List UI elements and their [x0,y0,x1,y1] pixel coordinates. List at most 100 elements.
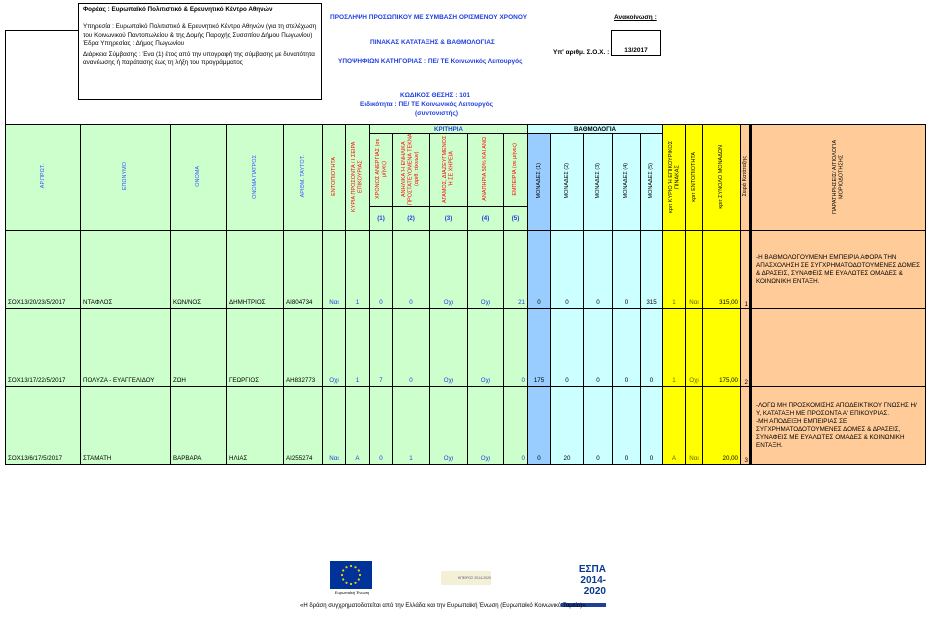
cell-ar: ΣΟΧ13/20/23/5/2017 [5,230,81,309]
cell-m2: 20 [550,386,584,465]
ypiresia: Υπηρεσία : Ευρωπαϊκό Πολιτιστικό & Ερευν… [83,23,317,39]
table-row: ΣΟΧ13/6/17/5/2017 ΣΤΑΜΑΤΗ ΒΑΡΒΑΡΑ ΗΛΙΑΣ ΑΙ25… [5,386,926,465]
cell-m5: 0 [640,386,663,465]
eu-star [354,581,357,584]
cell-k3: Οχι [429,308,468,387]
header-k5: ΕΜΠΕΙΡΙΑ (σε μήνες) [503,132,528,208]
header-m1: ΜΟΝΑΔΕΣ (1) [527,133,551,231]
cell-m5: 0 [640,308,663,387]
header-k4: ΑΝΑΠΗΡΙΑ 50% ΚΑΙ ΑΝΩ [467,132,504,208]
sox-number: 13/2017 [611,30,661,56]
header-seira: Σειρά Κατάταξης [740,124,751,231]
title-main: ΠΡΟΣΛΗΨΗ ΠΡΟΣΩΠΙΚΟΥ ΜΕ ΣΥΜΒΑΣΗ ΟΡΙΣΜΕΝΟΥ… [330,14,528,21]
title-table: ΠΙΝΑΚΑΣ ΚΑΤΑΤΑΞΗΣ & ΒΑΘΜΟΛΟΓΙΑΣ [370,39,495,46]
cell-onoma: ΖΩΗ [170,308,227,387]
cell-m2: 0 [550,308,584,387]
header-onoma: ΟΝΟΜΑ [170,124,227,231]
header-kyria: ΚΥΡΙΑ ΠΡΟΣΟΝΤΑ / Ι ΣΕΙΡΑ ΕΠΙΚΟΥΡΙΑΣ [345,124,370,231]
cell-m3: 0 [583,230,613,309]
header-row: ΑΡ.ΠΡΩΤ. ΕΠΩΝΥΜΟ ΟΝΟΜΑ ΟΝΟΜΑ ΠΑΤΡΟΣ ΑΡΙΘ… [5,124,926,231]
eu-star [342,569,345,572]
position-code: ΚΩΔΙΚΟΣ ΘΕΣΗΣ : 101 [400,92,471,99]
cell-seira: 2 [740,308,751,387]
header-krit-entop: κριτ ΕΝΤΟΠΙΟΤΗΤΑ [685,124,703,231]
espa-logo-text: ΕΣΠΑ 2014-2020 [578,564,606,597]
header-k2: ΑΝΗΛΙΚΑ Ή ΕΝΗΛΙΚΑ ΠΡΟΣΤΑΤΕΥΟΜΕΝΑ ΤΕΚΝΑ (… [392,132,430,208]
cell-k1: 7 [369,308,393,387]
cell-syn: 20,00 [702,386,741,465]
cell-ar: ΣΟΧ13/6/17/5/2017 [5,386,81,465]
header-taytotita: ΑΡΙΘΜ. ΤΑΥΤΟΤ. [283,124,323,231]
header-k3: ΑΓΑΜΟΣ, ΔΙΑΖΕΥΓΜΕΝΟΣ Ή ΣΕ ΧΗΡΕΙΑ [429,132,468,208]
header-row-3: (1) (2) (3) (4) (5) [6,206,926,231]
header-k1: ΧΡΟΝΟΣ ΑΝΕΡΓΙΑΣ (σε μήνες) [369,132,393,208]
funding-note: «Η δράση συγχρηματοδοτείται από την Ελλά… [300,603,588,609]
cell-m1: 0 [527,386,551,465]
header-entopiotita: ΕΝΤΟΠΙΟΤΗΤΑ [322,124,346,231]
cell-remarks [749,308,926,387]
cell-syn: 315,00 [702,230,741,309]
cell-seira: 1 [740,230,751,309]
header-n2: (2) [392,206,430,231]
cell-m5: 315 [640,230,663,309]
cell-pin: 1 [662,230,686,309]
header-m2: ΜΟΝΑΔΕΣ (2) [550,133,584,231]
header-m4: ΜΟΝΑΔΕΣ (4) [612,133,641,231]
foreas: Φορέας : Ευρωπαϊκό Πολιτιστικό & Ερευνητ… [83,6,273,13]
cell-k3: Οχι [429,230,468,309]
specialty: Ειδικότητα : ΠΕ/ ΤΕ Κοινωνικός Λειτουργό… [360,101,494,108]
ranking-table: ΑΡ.ΠΡΩΤ. ΕΠΩΝΥΜΟ ΟΝΟΜΑ ΟΝΟΜΑ ΠΑΤΡΟΣ ΑΡΙΘ… [5,124,926,465]
cell-taut: ΑΗ832773 [283,308,323,387]
cell-k3: Οχι [429,386,468,465]
header-kritiria: ΚΡΙΤΗΡΙΑ [369,124,528,134]
cell-onoma: ΒΑΡΒΑΡΑ [170,386,227,465]
table-row: ΣΟΧ13/20/23/5/2017 ΝΤΑΦΛΟΣ ΚΩΝ/ΝΟΣ ΔΗΜΗΤΡΙΟ… [5,230,926,309]
cell-k2: 0 [392,308,430,387]
cell-patros: ΔΗΜΗΤΡΙΟΣ [226,230,284,309]
cell-m1: 175 [527,308,551,387]
cell-k4: Οχι [467,308,504,387]
header-paratiriseis: ΠΑΡΑΤΗΡΗΣΕΙΣ/ ΑΙΤΙΟΛΟΓΙΑ ΜΟΡΙΟΔΟΤΗΣΗΣ [749,124,926,231]
espa-logo: ΕΣΠΑ 2014-2020 [561,564,606,607]
cell-entop: Οχι [322,308,346,387]
cell-kent: Ναι [685,230,703,309]
header-n5: (5) [503,206,528,231]
cell-kyria: 1 [345,230,370,309]
cell-m3: 0 [583,308,613,387]
cell-k5: 21 [503,230,528,309]
header-n3: (3) [429,206,468,231]
cell-kent: Οχι [685,308,703,387]
cell-patros: ΓΕΩΡΓΙΟΣ [226,308,284,387]
cell-k1: 0 [369,386,393,465]
cell-remarks: -Η ΒΑΘΜΟΛΟΓΟΥΜΕΝΗ ΕΜΠΕΙΡΙΑ ΑΦΟΡΑ ΤΗΝ ΑΠΑ… [749,230,926,309]
cell-seira: 3 [740,386,751,465]
cell-taut: ΑΙ804734 [283,230,323,309]
cell-pin: Α [662,386,686,465]
header-m5: ΜΟΝΑΔΕΣ (5) [640,133,663,231]
eu-star [349,582,353,586]
eu-star [340,573,344,577]
header-n4: (4) [467,206,504,231]
cell-entop: Ναι [322,230,346,309]
eu-star [345,566,348,569]
cell-m4: 0 [612,386,641,465]
eu-star [354,566,357,569]
eu-star [357,578,360,581]
frame-line [5,30,79,125]
diarkeia: Διάρκεια Σύμβασης : Ένα (1) έτος από την… [83,50,315,67]
header-row-2: ΧΡΟΝΟΣ ΑΝΕΡΓΙΑΣ (σε μήνες) ΑΝΗΛΙΚΑ Ή ΕΝΗ… [6,132,926,231]
program-logo: ΗΠΕΙΡΟΣ 2014-2020 [441,571,491,585]
eu-star [358,573,362,577]
cell-k1: 0 [369,230,393,309]
cell-m4: 0 [612,230,641,309]
cell-m4: 0 [612,308,641,387]
cell-k4: Οχι [467,386,504,465]
cell-k5: 0 [503,386,528,465]
cell-kent: Ναι [685,386,703,465]
eu-star [345,581,348,584]
header-kyrio-pinakas: κριτ ΚΥΡΙΟ Ή ΕΠΙΚΟΥΡΙΚΟΣ ΠΙΝΑΚΑΣ [662,124,686,231]
edra: Έδρα Υπηρεσίας : Δήμος Πωγωνίου [83,40,185,48]
cell-k5: 0 [503,308,528,387]
header-synolo: κριτ ΣΥΝΟΛΟ ΜΟΝΑΔΩΝ [702,124,741,231]
cell-m2: 0 [550,230,584,309]
